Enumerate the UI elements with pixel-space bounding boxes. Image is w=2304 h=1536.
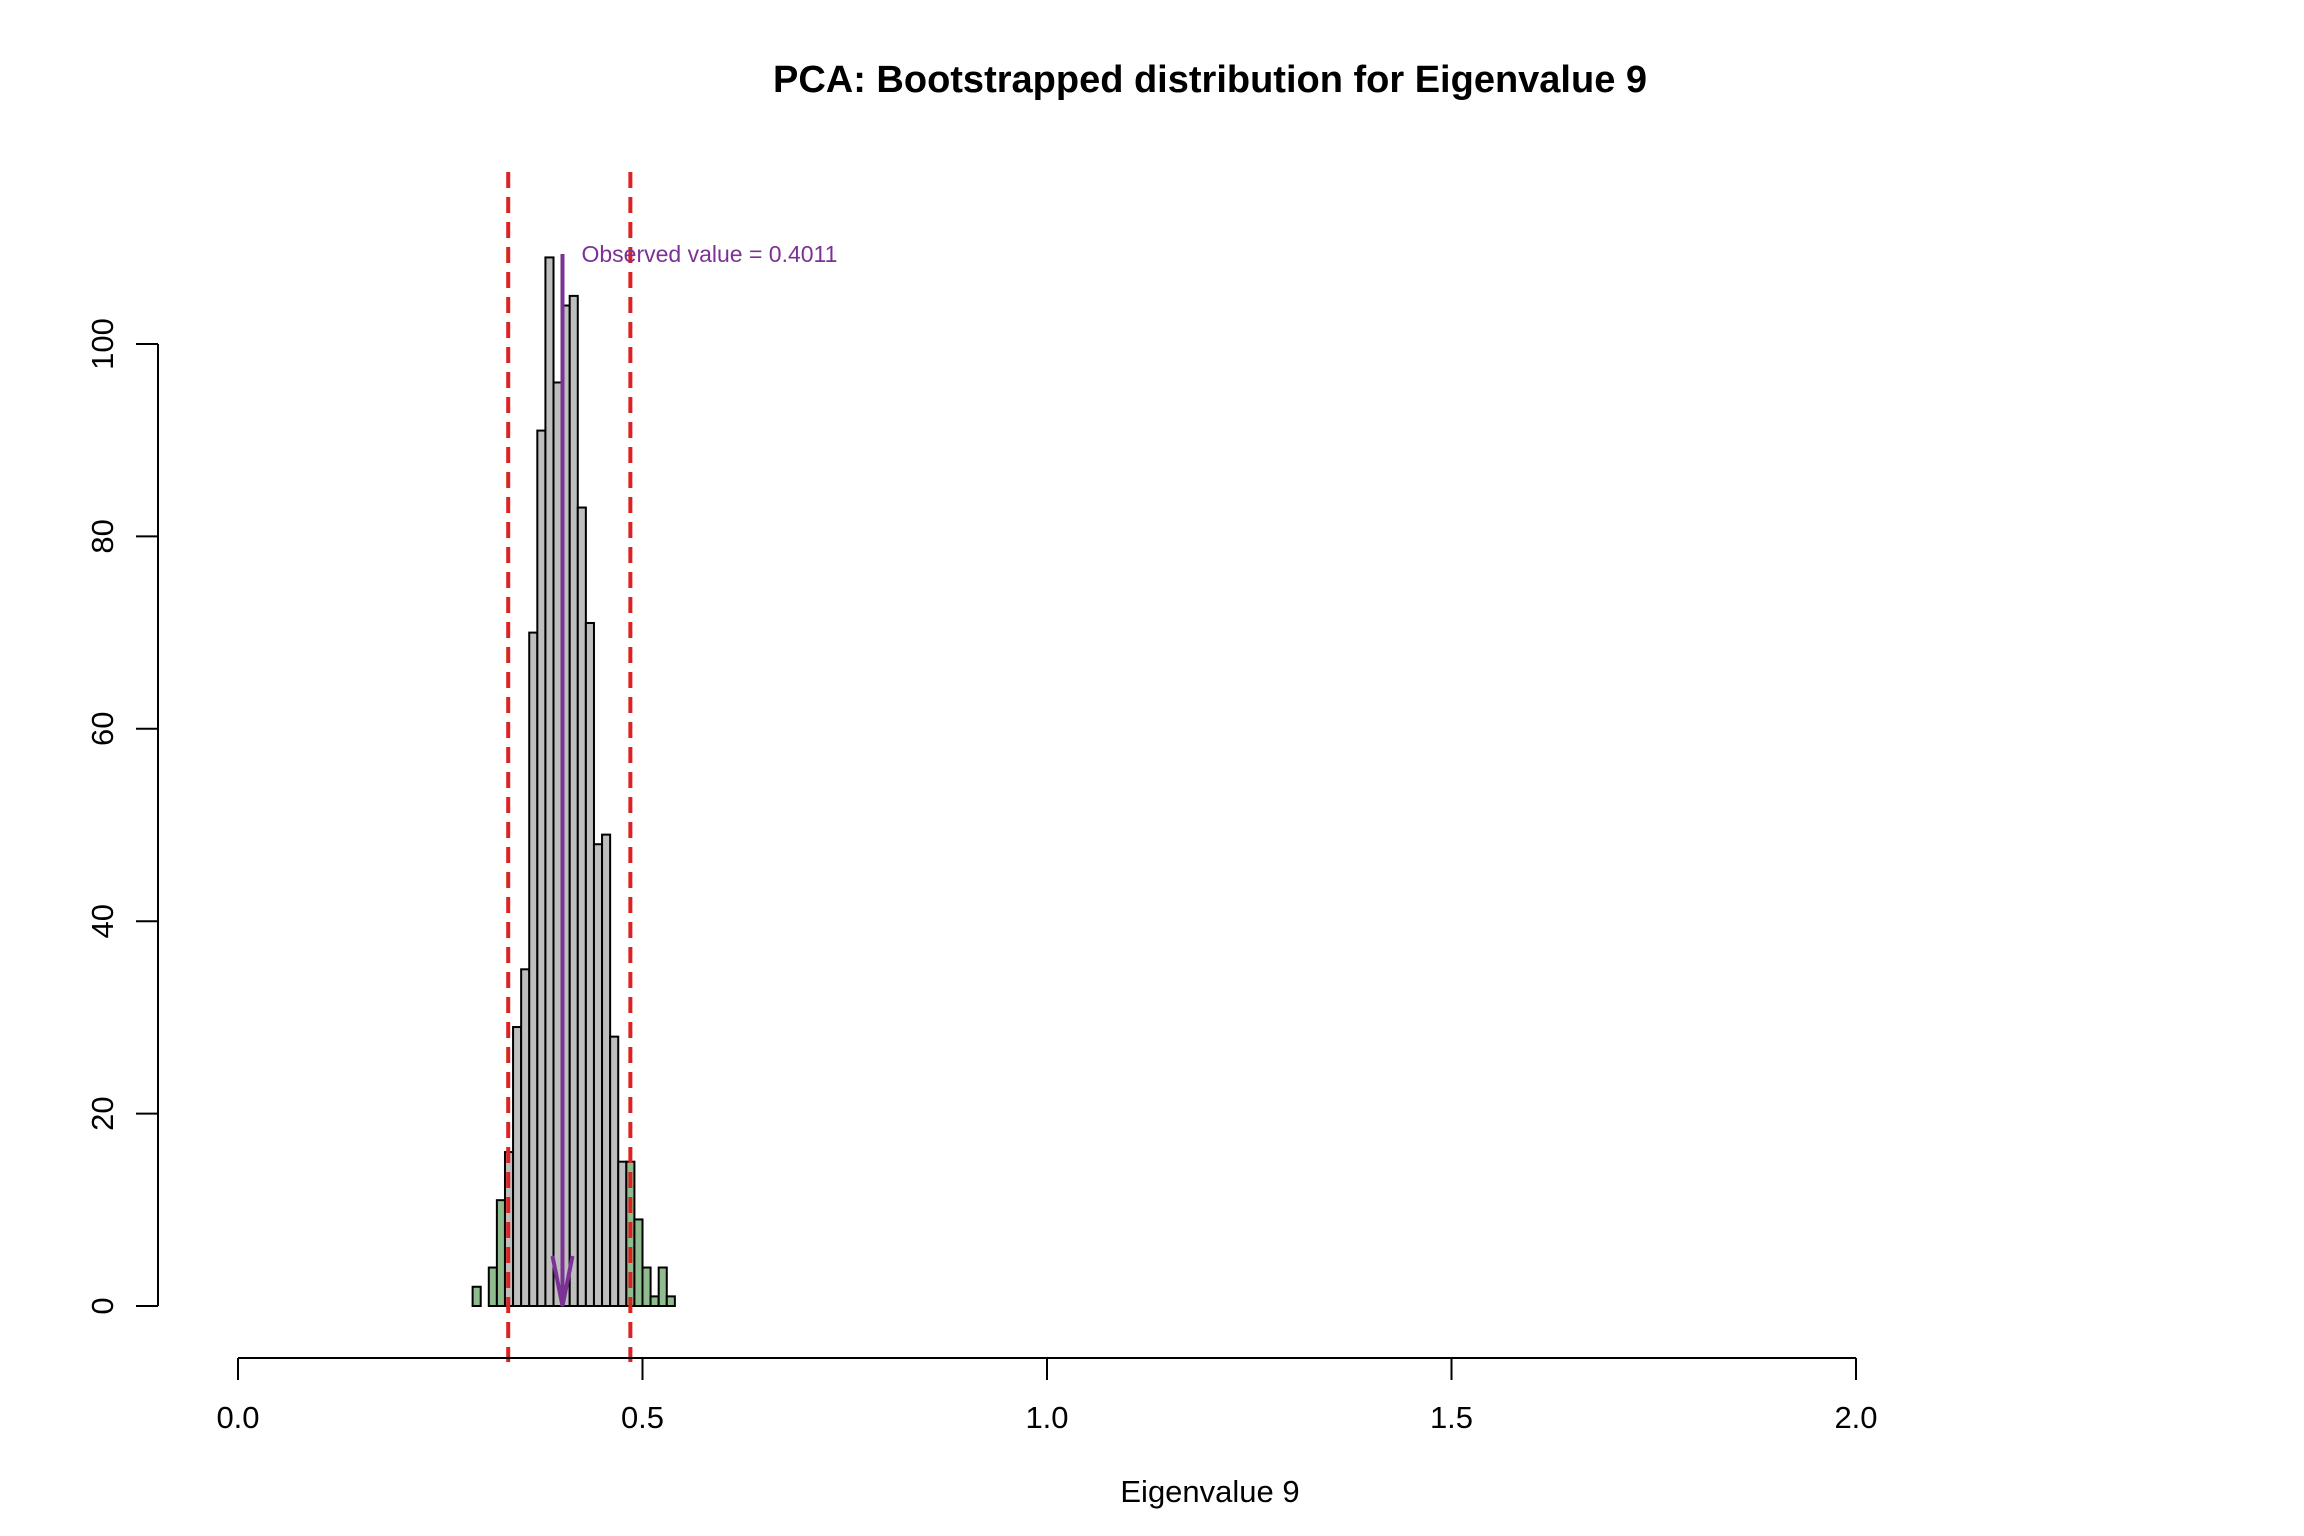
histogram-bar: [512, 1026, 523, 1308]
histogram-bar: [568, 294, 579, 1307]
y-tick-label: 20: [85, 1096, 120, 1130]
histogram-bar: [592, 843, 604, 1307]
histogram-bar: [487, 1266, 498, 1308]
observed-value-arrowhead: [550, 1255, 575, 1307]
histogram-bar: [536, 429, 547, 1307]
x-tick-label: 0.0: [216, 1400, 259, 1435]
histogram-bar: [584, 621, 595, 1307]
histogram-bar: [544, 256, 555, 1307]
chart-title: PCA: Bootstrapped distribution for Eigen…: [773, 59, 1647, 101]
observed-value-marker: Observed value = 0.4011: [550, 241, 837, 1307]
y-axis: 0 20 40 60 80 100: [85, 318, 159, 1315]
histogram-bars: [471, 256, 676, 1308]
histogram-bar: [528, 631, 539, 1307]
histogram-bar: [609, 1035, 620, 1307]
histogram-bar: [552, 381, 563, 1308]
histogram-bar: [576, 506, 587, 1308]
y-tick-label: 80: [85, 519, 120, 553]
observed-value-label: Observed value = 0.4011: [581, 241, 837, 267]
x-tick-label: 2.0: [1834, 1400, 1877, 1435]
histogram-bar: [495, 1199, 506, 1308]
y-tick-label: 40: [85, 904, 120, 938]
x-axis-label: Eigenvalue 9: [1120, 1474, 1299, 1509]
histogram-bar: [657, 1266, 668, 1308]
histogram-bar: [641, 1266, 652, 1308]
y-tick-label: 60: [85, 712, 120, 746]
x-axis: 0.0 0.5 1.0 1.5 2.0: [216, 1357, 1878, 1435]
x-tick-label: 0.5: [621, 1400, 664, 1435]
histogram-bar: [520, 968, 531, 1307]
x-tick-label: 1.0: [1025, 1400, 1068, 1435]
histogram-bar: [633, 1218, 644, 1308]
histogram-bar: [649, 1295, 660, 1308]
histogram-bar: [617, 1160, 628, 1307]
x-tick-label: 1.5: [1430, 1400, 1473, 1435]
histogram-bar: [471, 1285, 482, 1308]
y-tick-label: 100: [85, 318, 120, 370]
y-tick-label: 0: [85, 1297, 120, 1314]
histogram-bar: [665, 1295, 676, 1308]
histogram-bar: [601, 833, 612, 1307]
